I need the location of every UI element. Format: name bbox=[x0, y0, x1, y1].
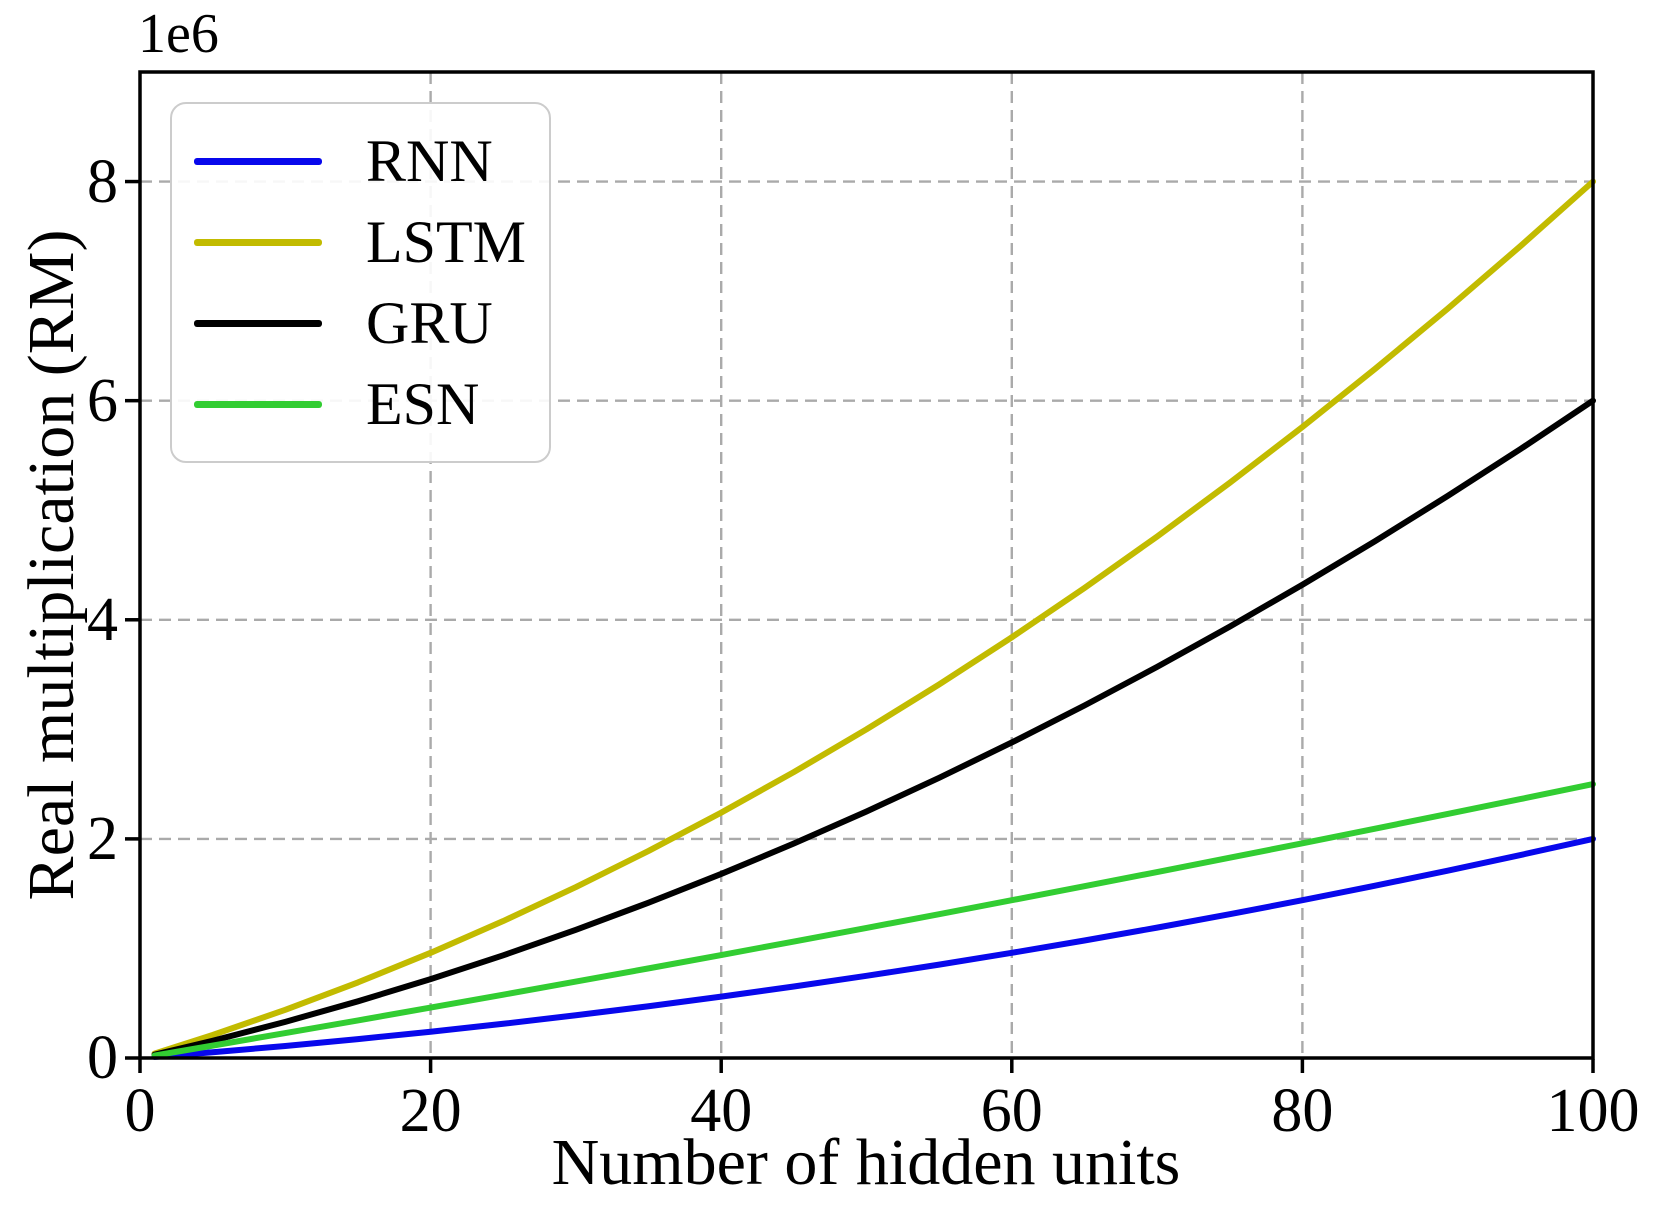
axes-spines bbox=[138, 70, 1595, 1060]
legend-line-swatch-esn bbox=[194, 400, 322, 408]
legend-line-swatch-lstm bbox=[194, 238, 322, 246]
y-tick-label: 8 bbox=[87, 147, 118, 216]
legend-item-esn: ESN bbox=[172, 374, 549, 434]
y-axis-offset-label: 1e6 bbox=[138, 3, 219, 65]
legend-label-esn: ESN bbox=[366, 371, 480, 437]
series-line-esn bbox=[151, 781, 1596, 1059]
series-line-gru bbox=[151, 397, 1596, 1058]
y-axis-label: Real multiplication (RM) bbox=[15, 229, 88, 901]
x-tick-label: 20 bbox=[399, 1077, 462, 1145]
series-line-rnn bbox=[151, 835, 1596, 1060]
x-tick-label: 60 bbox=[980, 1077, 1043, 1145]
legend-label-lstm: LSTM bbox=[366, 209, 527, 275]
x-tick-label: 40 bbox=[690, 1077, 753, 1145]
legend-line-swatch-rnn bbox=[194, 157, 322, 165]
y-tick-label: 6 bbox=[87, 366, 118, 435]
legend: RNN LSTM GRU ESN bbox=[170, 102, 551, 463]
legend-item-rnn: RNN bbox=[172, 131, 549, 191]
legend-label-gru: GRU bbox=[366, 290, 493, 356]
series-line-lstm bbox=[151, 178, 1596, 1057]
legend-item-lstm: LSTM bbox=[172, 212, 549, 272]
legend-item-gru: GRU bbox=[172, 293, 549, 353]
legend-label-rnn: RNN bbox=[366, 128, 493, 194]
x-tick-label: 0 bbox=[124, 1077, 156, 1145]
y-tick-label: 4 bbox=[87, 585, 118, 654]
y-tick-label: 0 bbox=[87, 1024, 118, 1092]
x-tick-label: 80 bbox=[1271, 1077, 1334, 1145]
x-tick-label: 100 bbox=[1546, 1077, 1640, 1145]
legend-line-swatch-gru bbox=[194, 319, 322, 327]
y-tick-label: 2 bbox=[87, 804, 118, 873]
x-axis-label: Number of hidden units bbox=[551, 1126, 1181, 1199]
